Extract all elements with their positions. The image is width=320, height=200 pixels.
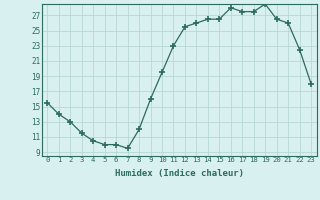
X-axis label: Humidex (Indice chaleur): Humidex (Indice chaleur) [115,169,244,178]
